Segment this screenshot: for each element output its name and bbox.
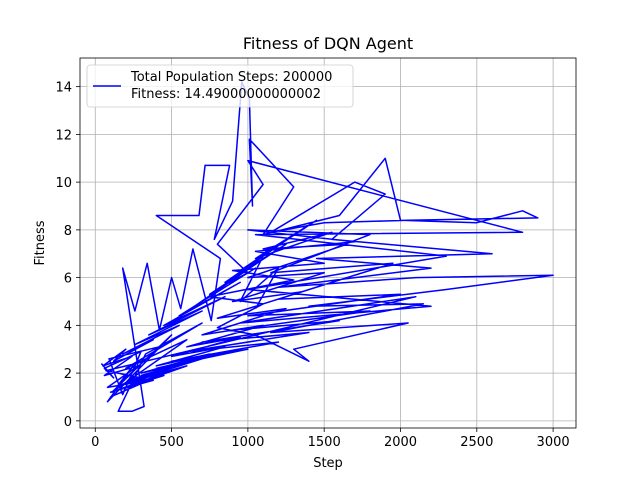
y-tick-label: 4 [64,319,72,334]
legend: Total Population Steps: 200000 Fitness: … [86,64,354,108]
x-tick-label: 0 [91,435,99,450]
y-axis-label: Fitness [33,220,48,265]
x-tick-label: 2500 [460,435,493,450]
y-tick-label: 14 [55,81,72,96]
x-axis: 0 500 1000 1500 2000 2500 3000 [91,428,570,450]
y-tick-label: 6 [64,272,72,287]
legend-entry-fitness: Fitness: 14.49000000000002 [131,87,321,102]
x-tick-label: 3000 [537,435,570,450]
y-tick-label: 2 [64,367,72,382]
chart-title: Fitness of DQN Agent [243,34,413,53]
x-tick-label: 1000 [231,435,264,450]
x-axis-label: Step [313,456,343,471]
y-tick-label: 8 [64,224,72,239]
x-tick-label: 500 [159,435,184,450]
series-line-0 [100,81,554,413]
legend-entry-steps: Total Population Steps: 200000 [130,70,332,85]
y-axis: 0 2 4 6 8 10 12 14 [55,81,80,430]
y-tick-label: 0 [64,415,72,430]
plot-area [100,81,554,413]
legend-box [86,64,354,108]
x-tick-label: 1500 [308,435,341,450]
y-tick-label: 10 [55,176,72,191]
y-tick-label: 12 [55,128,72,143]
axes-frame [79,57,577,429]
x-tick-label: 2000 [384,435,417,450]
